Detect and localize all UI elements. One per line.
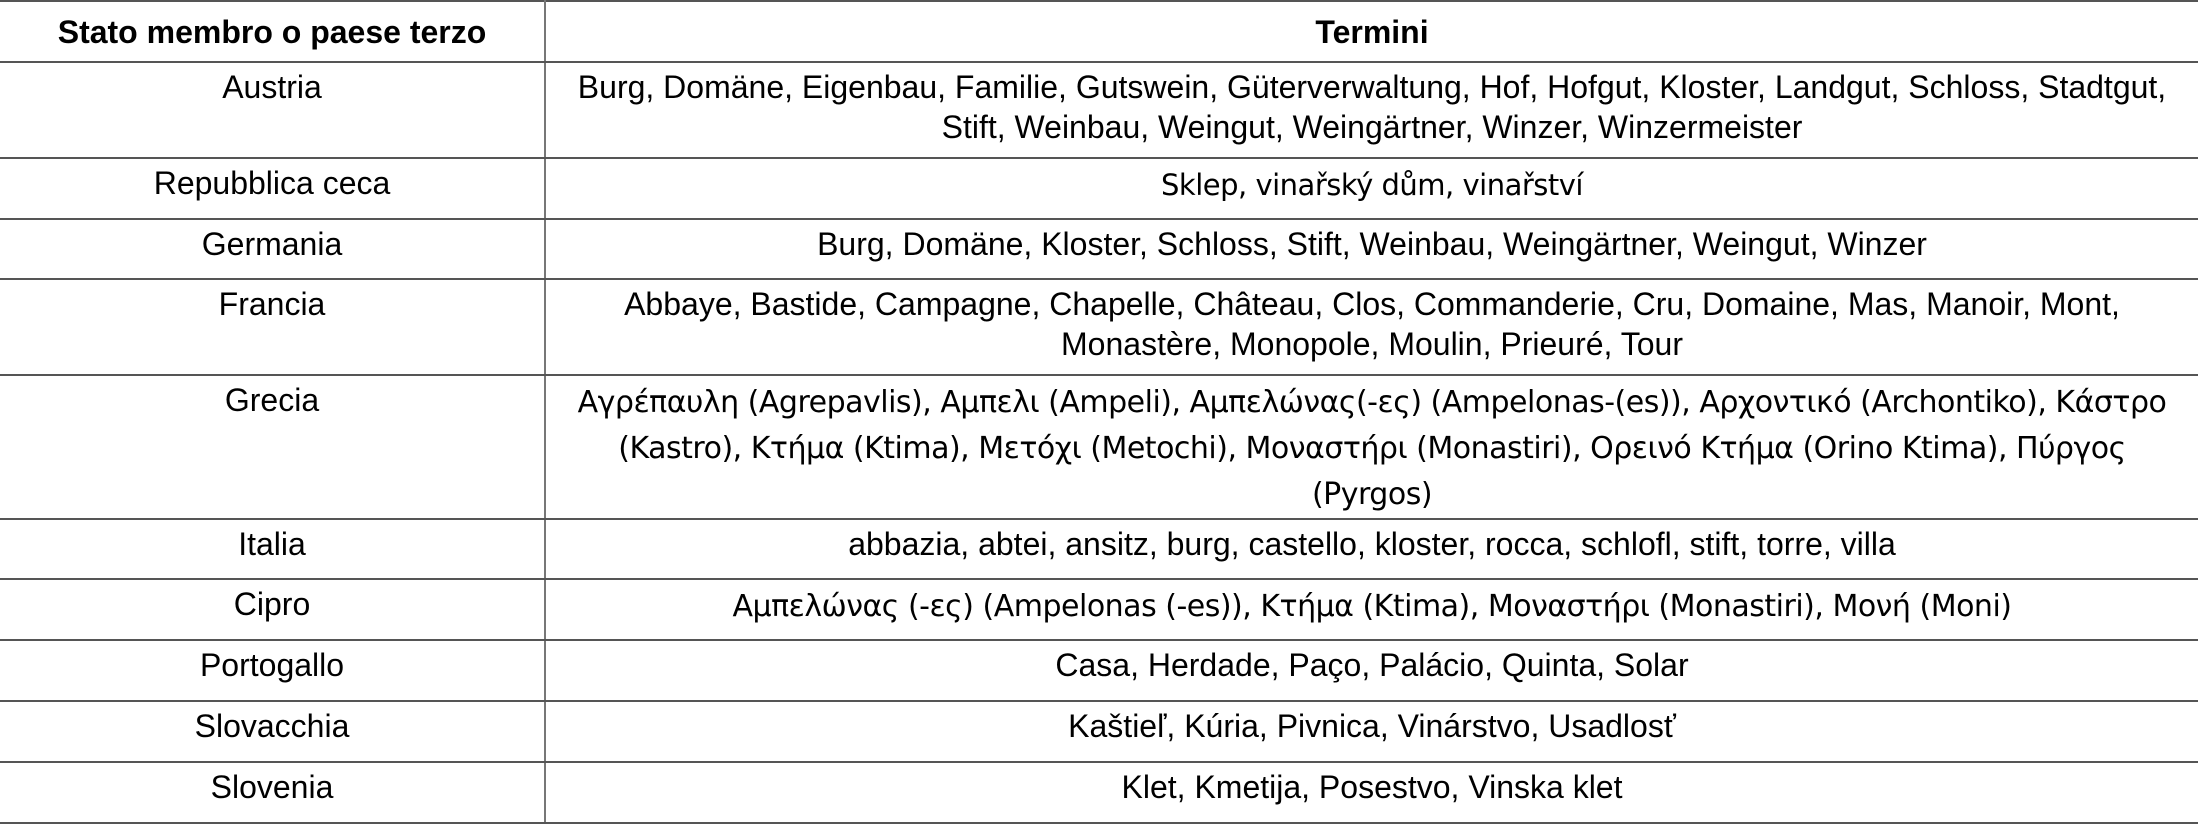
terms-cell: Kaštieľ, Kúria, Pivnica, Vinárstvo, Usad… bbox=[545, 700, 2198, 763]
header-country: Stato membro o paese terzo bbox=[0, 0, 546, 63]
table-row: Germania Burg, Domäne, Kloster, Schloss,… bbox=[0, 218, 2198, 280]
terms-cell: Sklep, vinařský dům, vinařství bbox=[545, 157, 2198, 220]
country-cell: Slovacchia bbox=[0, 700, 546, 763]
country-cell: Repubblica ceca bbox=[0, 157, 546, 220]
country-cell: Cipro bbox=[0, 578, 546, 641]
terms-cell: Casa, Herdade, Paço, Palácio, Quinta, So… bbox=[545, 639, 2198, 702]
terms-cell: abbazia, abtei, ansitz, burg, castello, … bbox=[545, 518, 2198, 580]
table-row: Portogallo Casa, Herdade, Paço, Palácio,… bbox=[0, 639, 2198, 702]
terms-cell: Αγρέπαυλη (Agrepavlis), Αμπελι (Ampeli),… bbox=[545, 374, 2198, 520]
terms-cell: Αμπελώνας (-ες) (Ampelonas (-es)), Κτήμα… bbox=[545, 578, 2198, 641]
country-cell: Austria bbox=[0, 61, 546, 159]
terms-cell: Klet, Kmetija, Posestvo, Vinska klet bbox=[545, 761, 2198, 824]
table-row: Austria Burg, Domäne, Eigenbau, Familie,… bbox=[0, 61, 2198, 159]
table-row: Slovenia Klet, Kmetija, Posestvo, Vinska… bbox=[0, 761, 2198, 824]
table-row: Cipro Αμπελώνας (-ες) (Ampelonas (-es)),… bbox=[0, 578, 2198, 641]
table-row: Repubblica ceca Sklep, vinařský dům, vin… bbox=[0, 157, 2198, 220]
table-row: Italia abbazia, abtei, ansitz, burg, cas… bbox=[0, 518, 2198, 580]
country-cell: Portogallo bbox=[0, 639, 546, 702]
terms-cell: Abbaye, Bastide, Campagne, Chapelle, Châ… bbox=[545, 278, 2198, 376]
country-cell: Francia bbox=[0, 278, 546, 376]
header-row: Stato membro o paese terzo Termini bbox=[0, 0, 2198, 63]
country-cell: Italia bbox=[0, 518, 546, 580]
country-cell: Germania bbox=[0, 218, 546, 280]
country-cell: Grecia bbox=[0, 374, 546, 520]
terms-cell: Burg, Domäne, Kloster, Schloss, Stift, W… bbox=[545, 218, 2198, 280]
country-cell: Slovenia bbox=[0, 761, 546, 824]
table-row: Francia Abbaye, Bastide, Campagne, Chape… bbox=[0, 278, 2198, 376]
terms-cell: Burg, Domäne, Eigenbau, Familie, Gutswei… bbox=[545, 61, 2198, 159]
table-row: Slovacchia Kaštieľ, Kúria, Pivnica, Viná… bbox=[0, 700, 2198, 763]
table-row: Grecia Αγρέπαυλη (Agrepavlis), Αμπελι (A… bbox=[0, 374, 2198, 520]
header-terms: Termini bbox=[545, 0, 2198, 63]
